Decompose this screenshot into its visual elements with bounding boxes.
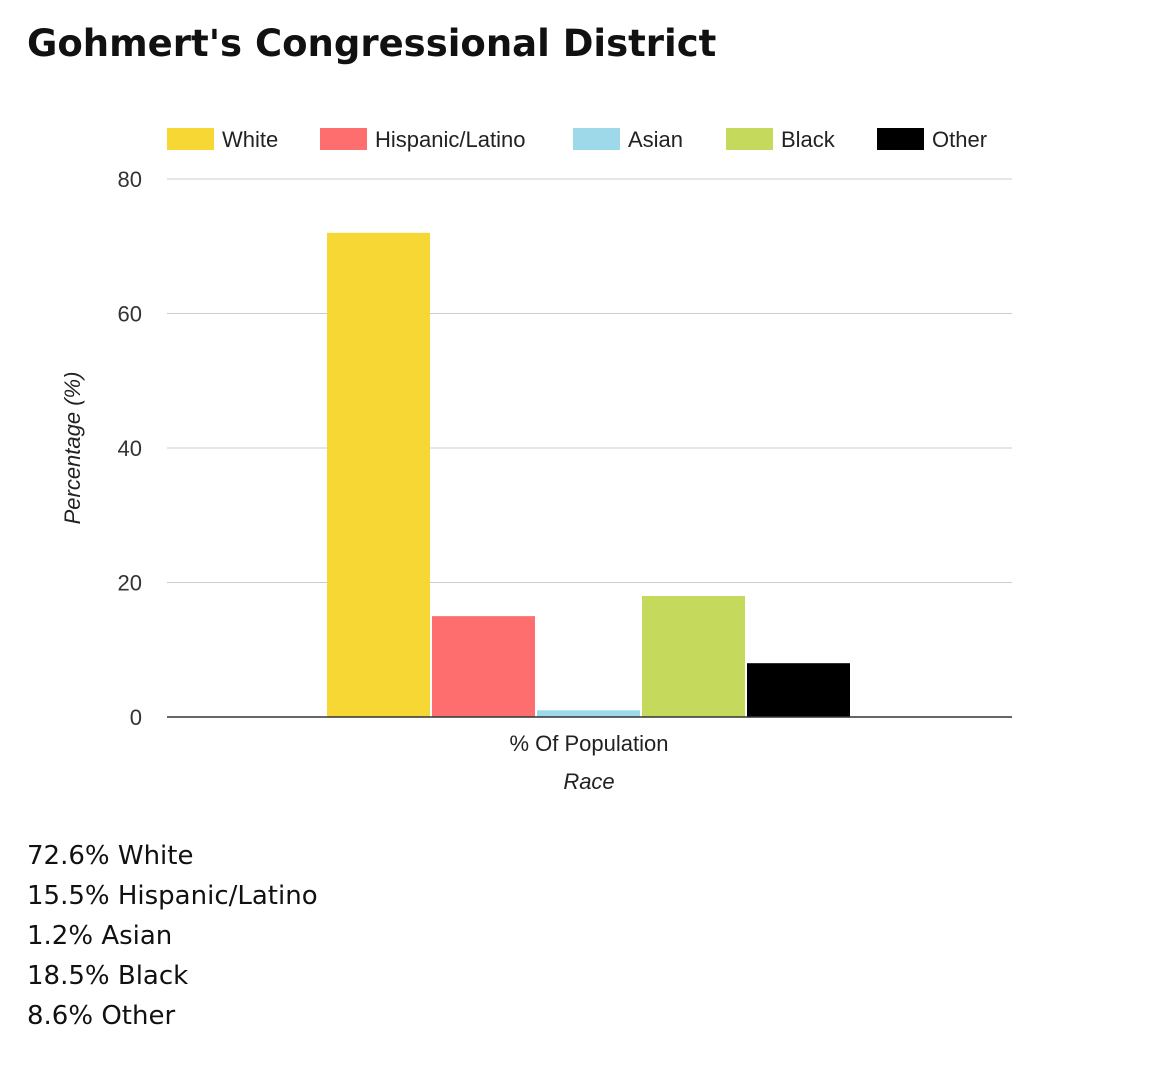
bar-asian (537, 710, 640, 717)
legend-label-white: White (222, 127, 278, 152)
legend-swatch-hispanic-latino (320, 128, 367, 150)
legend-label-asian: Asian (628, 127, 683, 152)
demographics-summary: 72.6% White 15.5% Hispanic/Latino 1.2% A… (27, 836, 318, 1036)
summary-line-hispanic-latino: 15.5% Hispanic/Latino (27, 881, 318, 911)
legend-swatch-asian (573, 128, 620, 150)
legend-label-other: Other (932, 127, 987, 152)
legend-swatch-other (877, 128, 924, 150)
summary-line-asian: 1.2% Asian (27, 921, 173, 951)
summary-line-other: 8.6% Other (27, 1001, 176, 1031)
bar-white (327, 232, 430, 718)
legend-label-black: Black (781, 127, 836, 152)
y-axis-ticks: 0 20 40 60 80 (118, 167, 142, 730)
bar-black (642, 595, 745, 717)
y-tick-label: 60 (118, 302, 142, 327)
legend-swatch-black (726, 128, 773, 150)
chart-legend: White Hispanic/Latino Asian Black Other (167, 127, 987, 152)
legend-swatch-white (167, 128, 214, 150)
legend-label-hispanic-latino: Hispanic/Latino (375, 127, 525, 152)
y-axis-title: Percentage (%) (60, 372, 85, 525)
bar-hispanic-latino (432, 616, 535, 717)
summary-line-black: 18.5% Black (27, 961, 189, 991)
race-bar-chart: White Hispanic/Latino Asian Black Other 0 20 4… (60, 127, 1012, 794)
y-tick-label: 0 (130, 705, 142, 730)
x-axis-title: Race (563, 769, 614, 794)
chart-bars (327, 232, 850, 718)
x-category-label: % Of Population (510, 731, 669, 756)
summary-line-white: 72.6% White (27, 841, 194, 871)
bar-other (747, 663, 850, 717)
chart-gridlines (167, 178, 1012, 583)
y-tick-label: 40 (118, 436, 142, 461)
y-tick-label: 80 (118, 167, 142, 192)
page-title: Gohmert's Congressional District (27, 22, 717, 65)
y-tick-label: 20 (118, 571, 142, 596)
